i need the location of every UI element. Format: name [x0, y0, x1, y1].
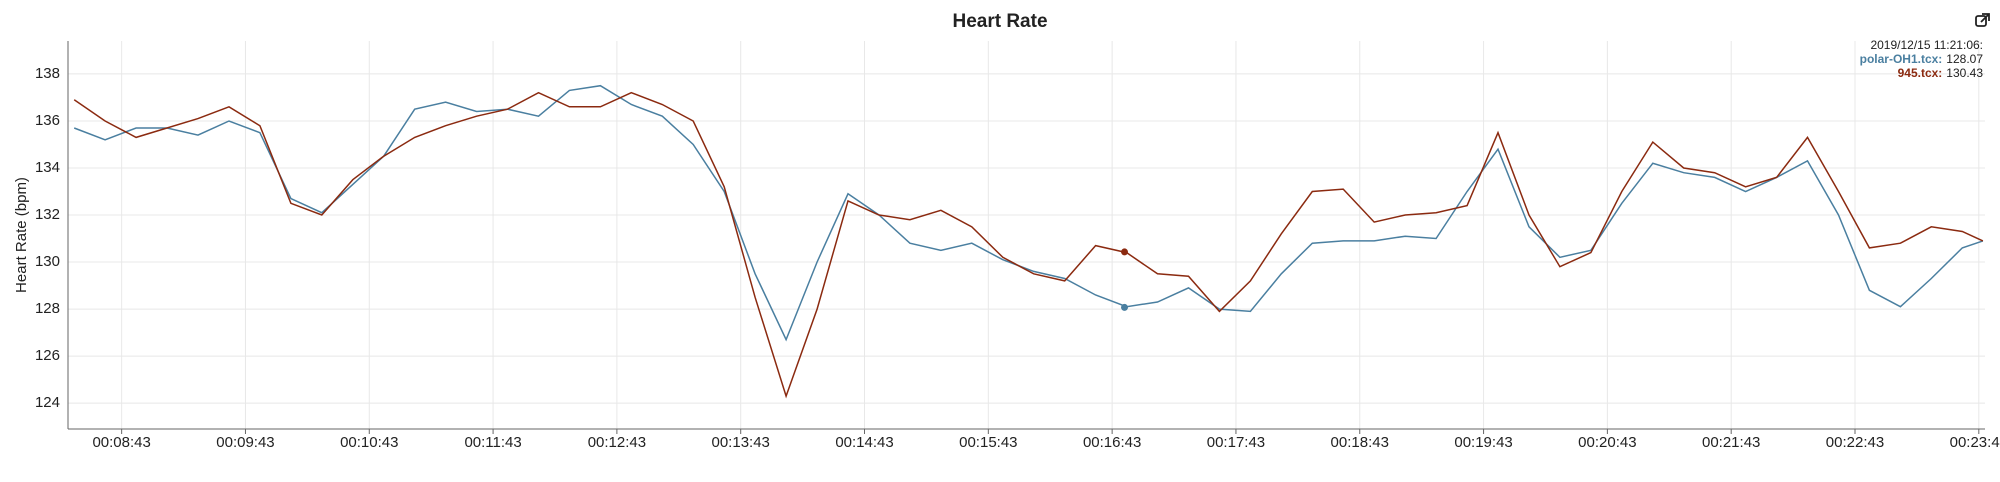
x-tick-label: 00:14:43: [835, 434, 893, 451]
y-tick-label: 132: [35, 206, 60, 223]
x-tick-label: 00:13:43: [712, 434, 770, 451]
x-tick-label: 00:21:43: [1702, 434, 1760, 451]
y-tick-label: 126: [35, 347, 60, 364]
x-tick-label: 00:15:43: [959, 434, 1017, 451]
y-tick-label: 128: [35, 300, 60, 317]
y-tick-label: 138: [35, 65, 60, 82]
y-tick-label: 130: [35, 253, 60, 270]
hover-point: [1121, 303, 1129, 311]
y-tick-label: 134: [35, 159, 60, 176]
y-axis-label: Heart Rate (bpm): [13, 177, 30, 293]
hover-point: [1121, 248, 1129, 256]
tooltip-name: polar-OH1.tcx:: [1860, 52, 1943, 66]
tooltip-row: polar-OH1.tcx: 128.07: [1860, 52, 1984, 66]
tooltip-row: 945.tcx: 130.43: [1898, 66, 1984, 80]
x-tick-label: 00:12:43: [588, 434, 646, 451]
x-tick-label: 00:17:43: [1207, 434, 1265, 451]
x-tick-label: 00:20:43: [1578, 434, 1636, 451]
x-tick-label: 00:18:43: [1331, 434, 1389, 451]
x-tick-label: 00:10:43: [340, 434, 398, 451]
x-tick-label: 00:16:43: [1083, 434, 1141, 451]
x-tick-label: 00:09:43: [216, 434, 274, 451]
y-tick-label: 124: [35, 394, 60, 411]
x-tick-label: 00:11:43: [464, 434, 521, 451]
x-tick-label: 00:23:43: [1950, 434, 2000, 451]
x-tick-label: 00:08:43: [92, 434, 150, 451]
line: [73, 84, 1984, 342]
x-tick-label: 00:22:43: [1826, 434, 1884, 451]
tooltip-value: 130.43: [1946, 66, 1983, 80]
tooltip-name: 945.tcx:: [1898, 66, 1943, 80]
y-tick-label: 136: [35, 112, 60, 129]
export-icon[interactable]: [1975, 13, 1990, 27]
tooltip-value: 128.07: [1946, 52, 1983, 66]
x-tick-label: 00:19:43: [1454, 434, 1512, 451]
line: [73, 91, 1984, 399]
chart-title: Heart Rate: [952, 11, 1047, 32]
tooltip-time: 2019/12/15 11:21:06:: [1870, 38, 1983, 52]
